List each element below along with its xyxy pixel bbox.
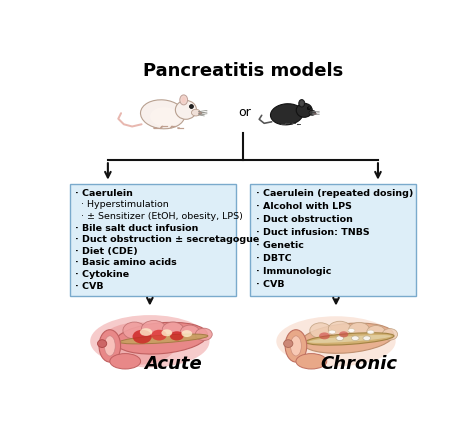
Ellipse shape [104, 336, 115, 356]
Text: · Caerulein: · Caerulein [75, 189, 133, 198]
Ellipse shape [90, 315, 210, 367]
Ellipse shape [314, 113, 316, 114]
Circle shape [307, 107, 310, 110]
Ellipse shape [151, 330, 167, 340]
Ellipse shape [99, 330, 120, 362]
Text: · Alcohol with LPS: · Alcohol with LPS [255, 202, 352, 211]
Ellipse shape [336, 336, 344, 340]
Text: · Duct obstruction ± secretagogue: · Duct obstruction ± secretagogue [75, 235, 259, 244]
Text: · Immunologic: · Immunologic [255, 267, 331, 276]
Text: · Hyperstimulation: · Hyperstimulation [75, 200, 169, 210]
Ellipse shape [98, 340, 107, 347]
Ellipse shape [382, 328, 398, 340]
Ellipse shape [162, 329, 172, 336]
Text: · Genetic: · Genetic [255, 241, 303, 250]
Ellipse shape [291, 336, 301, 356]
Ellipse shape [367, 325, 385, 339]
Ellipse shape [119, 334, 208, 344]
Ellipse shape [299, 99, 305, 107]
Ellipse shape [175, 100, 196, 119]
Text: or: or [238, 106, 251, 119]
Ellipse shape [162, 322, 184, 337]
Ellipse shape [367, 330, 374, 334]
Ellipse shape [140, 100, 185, 129]
Text: · ± Sensitizer (EtOH, obesity, LPS): · ± Sensitizer (EtOH, obesity, LPS) [75, 212, 243, 221]
Ellipse shape [141, 320, 166, 337]
Ellipse shape [296, 103, 312, 117]
Ellipse shape [309, 110, 316, 115]
Text: · Basic amino acids: · Basic amino acids [75, 259, 177, 267]
Ellipse shape [339, 331, 348, 337]
Circle shape [190, 105, 193, 108]
Ellipse shape [180, 95, 188, 105]
Ellipse shape [100, 322, 177, 365]
Text: · CVB: · CVB [75, 282, 103, 291]
Text: · Duct infusion: TNBS: · Duct infusion: TNBS [255, 228, 369, 237]
Ellipse shape [348, 328, 355, 332]
Ellipse shape [328, 330, 336, 334]
Ellipse shape [115, 322, 208, 354]
Text: · Diet (CDE): · Diet (CDE) [75, 247, 138, 256]
Text: · Cytokine: · Cytokine [75, 270, 129, 279]
Ellipse shape [309, 335, 392, 343]
Text: · DBTC: · DBTC [255, 254, 291, 263]
Ellipse shape [351, 336, 359, 340]
Ellipse shape [319, 332, 330, 339]
Ellipse shape [271, 104, 303, 125]
Text: Chronic: Chronic [320, 355, 398, 373]
Ellipse shape [300, 101, 303, 106]
Circle shape [309, 107, 310, 108]
Ellipse shape [306, 333, 394, 345]
Ellipse shape [283, 340, 293, 347]
Ellipse shape [191, 109, 201, 116]
Ellipse shape [328, 321, 351, 337]
Ellipse shape [140, 328, 152, 336]
Text: · CVB: · CVB [255, 280, 284, 289]
Ellipse shape [349, 322, 370, 337]
Ellipse shape [150, 107, 181, 127]
Ellipse shape [276, 316, 396, 366]
Text: · Caerulein (repeated dosing): · Caerulein (repeated dosing) [255, 189, 413, 198]
FancyBboxPatch shape [250, 184, 416, 297]
Ellipse shape [110, 354, 141, 369]
Ellipse shape [182, 330, 192, 337]
Ellipse shape [182, 96, 186, 103]
Ellipse shape [296, 354, 327, 369]
Text: · Bile salt duct infusion: · Bile salt duct infusion [75, 224, 198, 232]
Ellipse shape [363, 336, 371, 340]
Ellipse shape [133, 330, 152, 343]
Text: Acute: Acute [144, 355, 202, 373]
Ellipse shape [301, 323, 393, 353]
Ellipse shape [195, 328, 212, 340]
Ellipse shape [285, 330, 307, 362]
Text: · Duct obstruction: · Duct obstruction [255, 215, 353, 224]
Ellipse shape [123, 322, 146, 339]
Ellipse shape [180, 325, 200, 339]
Ellipse shape [170, 331, 184, 340]
Ellipse shape [310, 323, 331, 338]
Text: Pancreatitis models: Pancreatitis models [143, 61, 343, 80]
Ellipse shape [199, 112, 202, 114]
FancyBboxPatch shape [70, 184, 236, 297]
